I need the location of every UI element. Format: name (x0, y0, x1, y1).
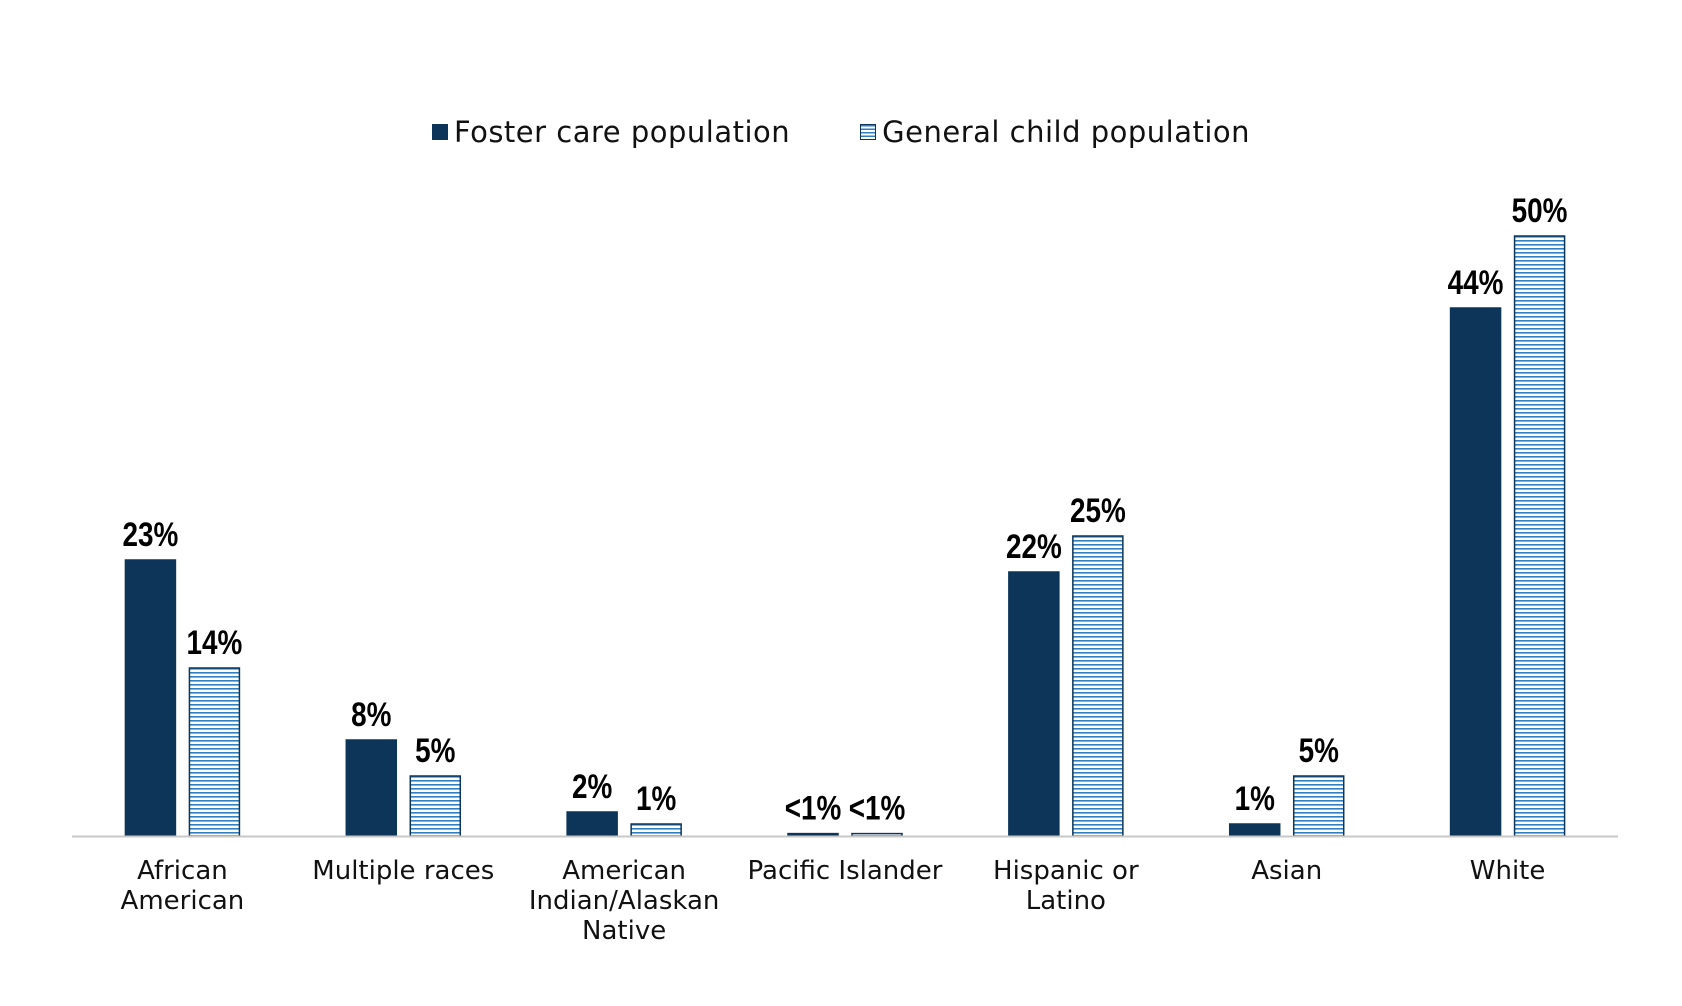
value-label-foster-care-population-white: 44% (1448, 263, 1504, 301)
value-labels-group: 23% 14% 8% 5% 2% 1% <1% <1% 22%25% 1% 5% 44%50% (123, 191, 1568, 827)
category-label-pacific-islander: Pacific Islander (748, 856, 943, 886)
value-label-general-child-population-african-american: 14% (187, 623, 243, 661)
category-label-american-indian-alaskan-native: American Indian/Alaskan Native (529, 856, 720, 946)
bar-general-child-population-white (1513, 235, 1566, 837)
legend: Foster care population General child pop… (0, 115, 1682, 149)
legend-label-foster: Foster care population (453, 115, 791, 149)
value-label-foster-care-population-multiple-races: 8% (351, 695, 391, 733)
bar-foster-care-population-hispanic-or-latino (1008, 571, 1060, 837)
legend-item-foster: Foster care population (431, 115, 791, 149)
bar-general-child-population-american-indian-alaskan-native (630, 823, 682, 837)
legend-swatch-foster (431, 124, 448, 140)
bar-foster-care-population-american-indian-alaskan-native (566, 811, 618, 837)
value-label-general-child-population-white: 50% (1512, 191, 1568, 229)
value-label-general-child-population-asian: 5% (1299, 731, 1339, 769)
bar-foster-care-population-multiple-races (345, 739, 398, 837)
value-label-foster-care-population-hispanic-or-latino: 22% (1006, 527, 1062, 565)
bar-foster-care-population-african-american (124, 559, 177, 837)
bar-general-child-population-african-american (188, 667, 241, 837)
legend-swatch-general (860, 124, 877, 140)
category-label-multiple-races: Multiple races (312, 856, 494, 886)
bar-foster-care-population-white (1449, 307, 1502, 837)
bar-general-child-population-hispanic-or-latino (1072, 535, 1124, 837)
category-label-african-american: African American (121, 856, 245, 916)
value-label-foster-care-population-african-american: 23% (123, 515, 179, 553)
category-label-white: White (1470, 856, 1546, 886)
category-label-asian: Asian (1251, 856, 1322, 886)
bars-group (124, 235, 1566, 837)
value-label-general-child-population-pacific-islander: <1% (849, 789, 906, 827)
legend-item-general: General child population (860, 115, 1250, 149)
category-labels-group: African American Multiple races American Ind… (121, 856, 1546, 946)
value-label-general-child-population-american-indian-alaskan-native: 1% (636, 779, 676, 817)
category-label-hispanic-or-latino: Hispanic or Latino (993, 856, 1139, 916)
value-label-foster-care-population-pacific-islander: <1% (785, 789, 842, 827)
bar-general-child-population-asian (1292, 775, 1345, 837)
value-label-general-child-population-hispanic-or-latino: 25% (1070, 491, 1126, 529)
bar-general-child-population-multiple-races (409, 775, 462, 837)
value-label-general-child-population-multiple-races: 5% (415, 731, 455, 769)
bar-foster-care-population-asian (1228, 823, 1281, 837)
value-label-foster-care-population-american-indian-alaskan-native: 2% (572, 767, 612, 805)
value-label-foster-care-population-asian: 1% (1235, 779, 1275, 817)
legend-label-general: General child population (882, 115, 1251, 149)
